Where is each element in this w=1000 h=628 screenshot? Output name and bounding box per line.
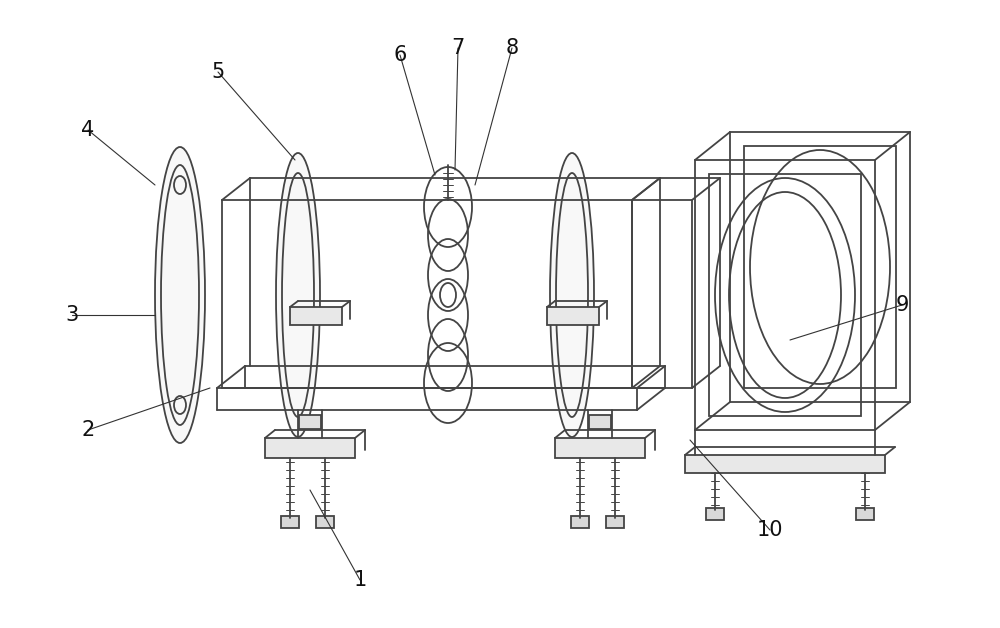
Ellipse shape xyxy=(550,153,594,437)
Text: 5: 5 xyxy=(211,62,225,82)
Bar xyxy=(555,438,645,458)
Bar xyxy=(744,146,896,388)
Bar xyxy=(695,160,875,430)
Bar xyxy=(299,415,321,429)
Bar xyxy=(265,438,355,458)
Bar xyxy=(606,516,624,528)
Bar xyxy=(632,200,692,388)
Ellipse shape xyxy=(155,147,205,443)
Text: 4: 4 xyxy=(81,120,95,140)
Bar xyxy=(706,508,724,520)
Bar xyxy=(281,516,299,528)
Bar xyxy=(589,415,611,429)
Text: 1: 1 xyxy=(353,570,367,590)
Ellipse shape xyxy=(276,153,320,437)
Text: 9: 9 xyxy=(895,295,909,315)
Text: 7: 7 xyxy=(451,38,465,58)
Bar xyxy=(290,307,342,325)
Text: 10: 10 xyxy=(757,520,783,540)
Bar xyxy=(709,174,861,416)
Text: 6: 6 xyxy=(393,45,407,65)
Bar xyxy=(571,516,589,528)
Text: 3: 3 xyxy=(65,305,79,325)
Bar xyxy=(730,132,910,402)
Bar xyxy=(547,307,599,325)
Text: 8: 8 xyxy=(505,38,519,58)
Bar xyxy=(685,455,885,473)
Text: 2: 2 xyxy=(81,420,95,440)
Bar xyxy=(856,508,874,520)
Bar xyxy=(316,516,334,528)
